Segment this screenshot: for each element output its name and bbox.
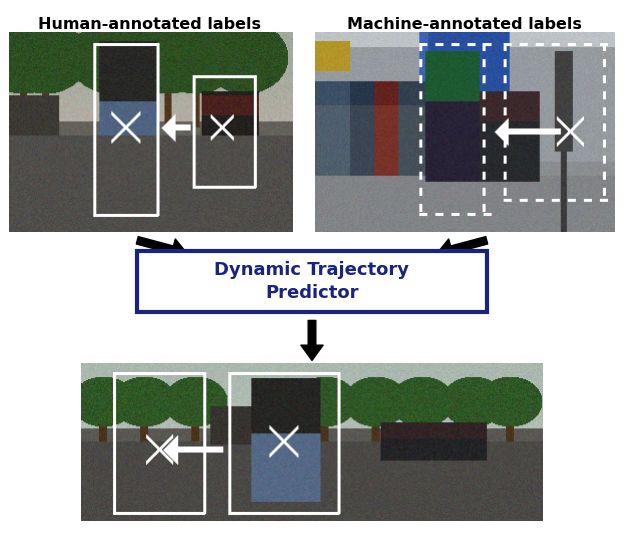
Text: Human-annotated labels: Human-annotated labels <box>38 17 261 32</box>
Text: Predictor: Predictor <box>265 285 359 302</box>
Text: Machine-annotated labels: Machine-annotated labels <box>348 17 582 32</box>
Text: Dynamic Trajectory: Dynamic Trajectory <box>215 261 409 279</box>
FancyBboxPatch shape <box>137 251 487 312</box>
